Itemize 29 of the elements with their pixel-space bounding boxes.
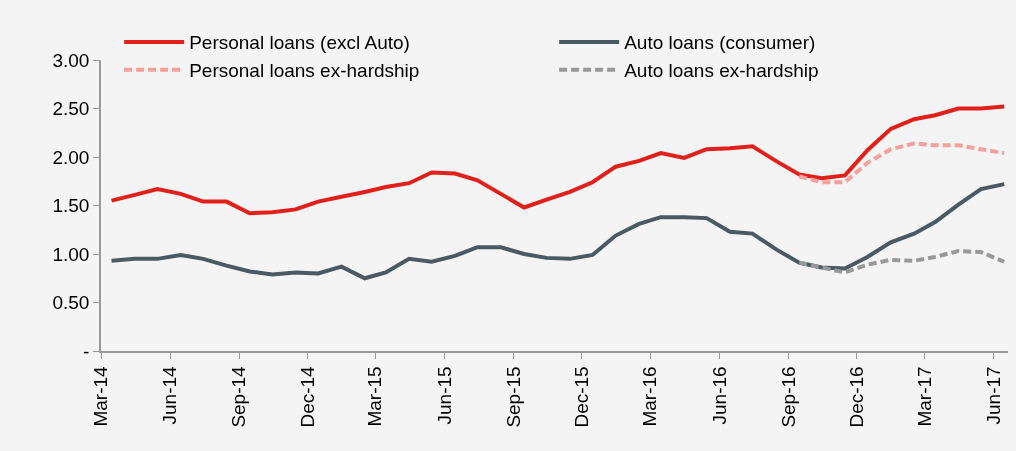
x-tick-label: Mar-16: [639, 366, 661, 427]
x-tick-label: Sep-14: [228, 365, 250, 428]
legend-label: Personal loans ex-hardship: [189, 60, 420, 82]
x-tick-label: Jun-15: [433, 366, 455, 425]
line-series: [797, 249, 1007, 275]
y-tick-label: -: [83, 340, 90, 362]
y-tick-label: 1.00: [52, 243, 90, 265]
x-tick-label: Jun-16: [708, 366, 730, 425]
x-tick-label: Dec-14: [296, 365, 318, 428]
legend-label: Personal loans (excl Auto): [189, 32, 410, 54]
line-series: [109, 182, 1007, 281]
x-tick-label: Mar-14: [90, 365, 112, 427]
y-tick-label: 2.00: [52, 146, 90, 168]
x-tick-label: Mar-17: [913, 366, 935, 427]
x-tick-label: Dec-16: [846, 366, 868, 428]
x-tick-label: Dec-15: [571, 366, 593, 428]
y-tick-label: 1.50: [52, 195, 90, 217]
line-series: [797, 141, 1007, 185]
x-tick-label: Sep-16: [777, 366, 799, 428]
line-series: [109, 104, 1007, 216]
x-tick-label: Sep-15: [502, 366, 524, 428]
legend-label: Auto loans (consumer): [624, 32, 816, 54]
x-tick-label: Jun-17: [982, 366, 1004, 425]
y-tick-label: 2.50: [52, 98, 90, 120]
y-tick-label: 3.00: [52, 49, 90, 71]
x-tick-label: Jun-14: [159, 365, 181, 425]
x-tick-label: Mar-15: [364, 366, 386, 427]
legend-label: Auto loans ex-hardship: [624, 60, 819, 82]
y-tick-label: 0.50: [52, 292, 90, 314]
